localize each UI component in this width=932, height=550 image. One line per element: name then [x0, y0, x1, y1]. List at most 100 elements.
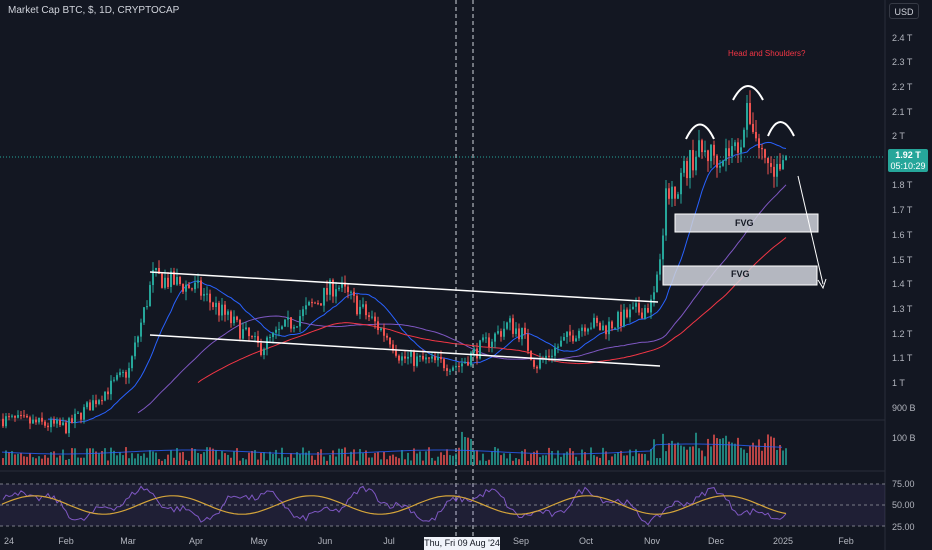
volume-bar: [281, 447, 283, 465]
candle: [296, 326, 298, 328]
candle: [527, 334, 529, 351]
volume-bar: [41, 458, 43, 465]
time-axis: 24 Feb Mar Apr May Jun Jul Sep Oct Nov Dec 2025 Feb: [4, 536, 854, 546]
volume-bar: [146, 457, 148, 465]
candle: [71, 418, 73, 423]
volume-bar: [632, 456, 634, 465]
candle: [239, 319, 241, 339]
volume-bar: [665, 451, 667, 465]
candle: [14, 415, 16, 418]
volume-bar: [458, 447, 460, 465]
volume-bar: [629, 449, 631, 465]
volume-bar: [134, 458, 136, 465]
candle: [431, 356, 433, 359]
volume-bar: [680, 445, 682, 465]
volume-bar: [554, 458, 556, 465]
candle: [575, 338, 577, 342]
candle: [773, 166, 775, 177]
candle: [443, 359, 445, 369]
volume-bar: [638, 453, 640, 465]
price-tick-label: 1.4 T: [892, 279, 913, 289]
volume-bar: [296, 452, 298, 465]
volume-bar: [161, 460, 163, 465]
volume-bar: [677, 442, 679, 465]
currency-button[interactable]: USD: [889, 3, 919, 19]
candle: [560, 340, 562, 347]
candle: [338, 287, 340, 290]
volume-bar: [71, 448, 73, 465]
candle: [470, 352, 472, 366]
volume-bar: [434, 460, 436, 465]
candle: [629, 309, 631, 318]
pattern-annotation: Head and Shoulders?: [728, 49, 806, 58]
volume-bar: [101, 451, 103, 465]
candle: [152, 269, 154, 286]
time-tick-label: Feb: [58, 536, 74, 546]
volume-bar: [164, 459, 166, 465]
candle: [515, 328, 517, 334]
candle: [617, 311, 619, 328]
candle: [305, 305, 307, 310]
candle: [287, 317, 289, 320]
volume-bar: [704, 456, 706, 465]
fvg-lower-zone: [662, 265, 818, 286]
volume-bar: [68, 458, 70, 465]
volume-bar: [167, 454, 169, 465]
time-tick-label: Jun: [318, 536, 333, 546]
volume-bar: [128, 458, 130, 465]
volume-bar: [386, 459, 388, 465]
candle: [599, 322, 601, 331]
volume-bar: [578, 460, 580, 465]
candle: [635, 303, 637, 307]
candle: [293, 327, 295, 329]
volume-bar: [671, 440, 673, 465]
candle: [299, 316, 301, 327]
volume-bar: [218, 459, 220, 465]
candle: [110, 380, 112, 395]
candle: [308, 302, 310, 306]
candle: [224, 304, 226, 315]
volume-bar: [188, 460, 190, 465]
candle: [356, 295, 358, 315]
time-tick-label: Apr: [189, 536, 203, 546]
candle: [512, 318, 514, 334]
price-tick-label: 1.8 T: [892, 180, 913, 190]
candle: [584, 327, 586, 332]
volume-bar: [416, 453, 418, 465]
volume-bar: [143, 453, 145, 465]
candle: [179, 276, 181, 284]
volume-bar: [785, 448, 787, 465]
candle: [641, 312, 643, 319]
volume-bar: [755, 445, 757, 465]
candle: [548, 355, 550, 357]
candle: [113, 379, 115, 381]
candle: [254, 336, 256, 338]
volume-bar: [377, 452, 379, 465]
candle: [590, 327, 592, 329]
candle: [644, 307, 646, 319]
volume-bar: [299, 453, 301, 465]
candle: [467, 361, 469, 366]
candle: [557, 346, 559, 348]
volume-bar: [668, 443, 670, 465]
volume-bar: [674, 443, 676, 465]
volume-bar: [317, 452, 319, 465]
volume-bar: [44, 455, 46, 465]
volume-bar: [701, 450, 703, 465]
volume-bar: [5, 450, 7, 465]
volume-bar: [602, 447, 604, 465]
volume-bar: [614, 453, 616, 465]
chart-title: Market Cap BTC, $, 1D, CRYPTOCAP: [8, 5, 180, 16]
volume-bar: [485, 460, 487, 465]
oscillator-tick-label: 25.00: [892, 522, 915, 532]
candle: [776, 163, 778, 177]
volume-bar: [761, 450, 763, 465]
volume-bar: [53, 451, 55, 465]
volume-bar: [461, 431, 463, 465]
oscillator-line: [2, 485, 787, 526]
candle: [149, 285, 151, 307]
volume-bar: [539, 457, 541, 465]
volume-bar: [740, 447, 742, 465]
volume-bar: [2, 458, 4, 465]
